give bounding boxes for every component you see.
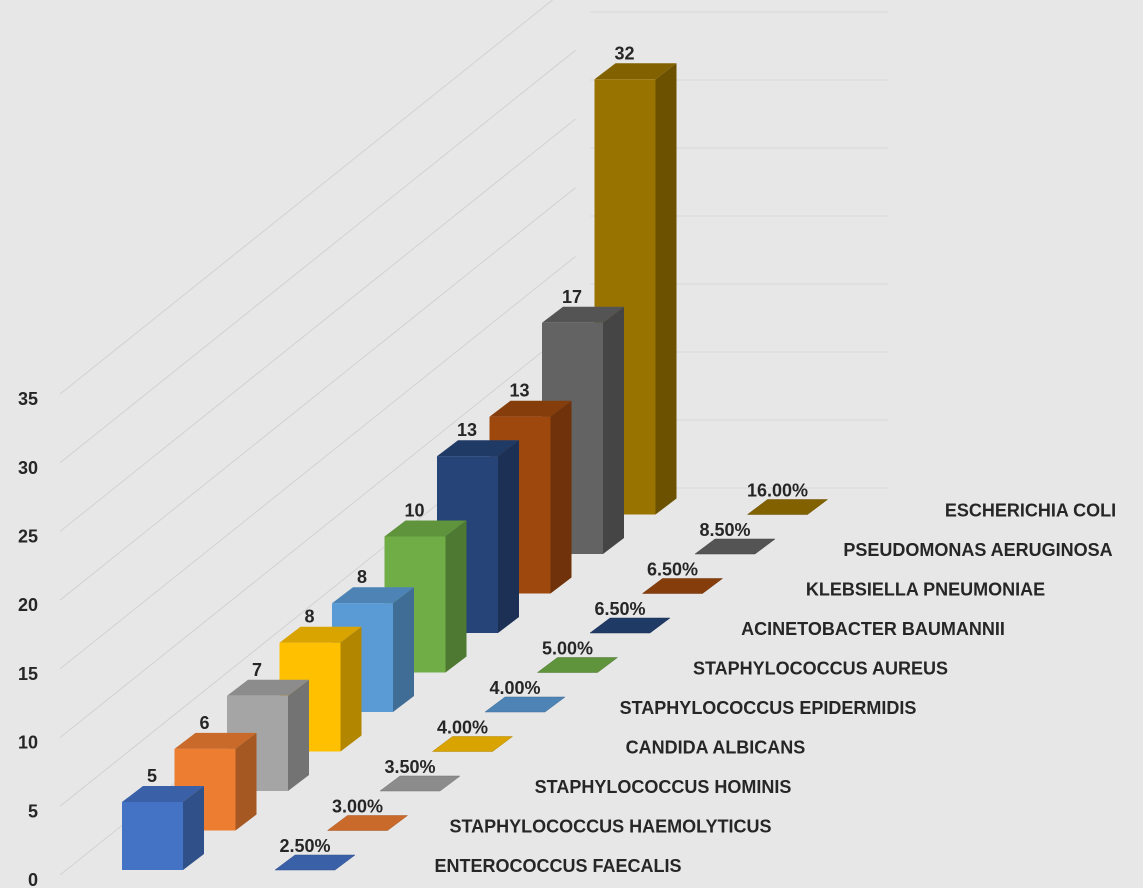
bar-data-label: 5 bbox=[147, 766, 157, 786]
series2-data-label: 6.50% bbox=[647, 560, 698, 580]
category-label: ACINETOBACTER BAUMANNII bbox=[741, 619, 1005, 639]
y-tick-label: 25 bbox=[18, 527, 38, 547]
series2-bar bbox=[326, 815, 409, 831]
bar-data-label: 8 bbox=[357, 567, 367, 587]
bar-side bbox=[550, 400, 572, 594]
category-group: 2.50% ENTEROCOCCUS FAECALIS 5 bbox=[122, 766, 682, 876]
y-axis-tick-labels: 0 5 10 15 20 25 30 35 bbox=[18, 389, 38, 888]
series2-bar bbox=[641, 578, 724, 594]
category-label: STAPHYLOCOCCUS HOMINIS bbox=[535, 777, 792, 797]
bar-data-label: 32 bbox=[614, 43, 634, 63]
y-tick-label: 10 bbox=[18, 733, 38, 753]
bar-side bbox=[655, 63, 677, 515]
category-group: 4.00% STAPHYLOCOCCUS EPIDERMIDIS 8 bbox=[332, 567, 916, 718]
series2-data-label: 8.50% bbox=[699, 520, 750, 540]
bars: 16.00% ESCHERICHIA COLI 32 8.50% PSEUDOMONAS… bbox=[122, 43, 1116, 876]
series2-bar bbox=[536, 657, 619, 673]
bar-top bbox=[279, 626, 362, 643]
category-label: ENTEROCOCCUS FAECALIS bbox=[434, 856, 681, 876]
bar-top bbox=[594, 63, 677, 80]
category-group: 16.00% ESCHERICHIA COLI 32 bbox=[594, 43, 1116, 521]
category-group: 4.00% CANDIDA ALBICANS 8 bbox=[279, 607, 806, 758]
series2-bar bbox=[274, 854, 356, 871]
series2-bar bbox=[379, 775, 461, 792]
y-tick-label: 30 bbox=[18, 458, 38, 478]
bar-data-label: 6 bbox=[199, 713, 209, 733]
series2-data-label: 2.50% bbox=[279, 836, 330, 856]
bar-side bbox=[183, 786, 204, 870]
y-tick-label: 0 bbox=[28, 870, 38, 888]
gridline bbox=[59, 118, 576, 532]
category-label: KLEBSIELLA PNEUMONIAE bbox=[806, 580, 1045, 600]
series2-data-label: 6.50% bbox=[594, 599, 645, 619]
bar-data-label: 17 bbox=[562, 287, 582, 307]
series2-data-label: 5.00% bbox=[542, 639, 593, 659]
category-label: STAPHYLOCOCCUS EPIDERMIDIS bbox=[620, 698, 917, 718]
series2-data-label: 3.00% bbox=[332, 797, 383, 817]
y-tick-label: 20 bbox=[18, 595, 38, 615]
bar-top bbox=[489, 400, 572, 417]
bar-top bbox=[384, 520, 467, 537]
bar-data-label: 10 bbox=[404, 501, 424, 521]
series2-data-label: 16.00% bbox=[747, 481, 808, 501]
bar-top bbox=[227, 679, 309, 696]
series2-bar bbox=[746, 499, 829, 515]
bar-data-label: 8 bbox=[304, 607, 314, 627]
bar-side bbox=[445, 520, 467, 673]
gridline bbox=[59, 256, 576, 670]
category-label: ESCHERICHIA COLI bbox=[945, 501, 1116, 521]
bar-side bbox=[340, 626, 362, 752]
bar-top bbox=[122, 786, 204, 802]
gridline bbox=[59, 187, 576, 601]
bar-top bbox=[542, 306, 624, 323]
y-tick-label: 35 bbox=[18, 389, 38, 409]
series2-data-label: 4.00% bbox=[437, 718, 488, 738]
bar-data-label: 13 bbox=[509, 381, 529, 401]
bar-side bbox=[498, 440, 519, 633]
series2-data-label: 4.00% bbox=[489, 678, 540, 698]
series2-bar bbox=[431, 736, 514, 752]
series2-bar bbox=[589, 617, 671, 634]
y-tick-label: 5 bbox=[28, 801, 38, 821]
bar-top bbox=[437, 440, 519, 457]
bar-top bbox=[332, 587, 414, 604]
bar-side bbox=[235, 732, 257, 831]
gridline bbox=[59, 324, 576, 738]
bar-top bbox=[174, 732, 257, 749]
bar-side bbox=[288, 679, 309, 791]
bar bbox=[122, 802, 183, 870]
category-label: STAPHYLOCOCCUS HAEMOLYTICUS bbox=[449, 817, 771, 837]
bar-data-label: 13 bbox=[457, 420, 477, 440]
bar-side bbox=[393, 587, 414, 712]
category-group: 6.50% ACINETOBACTER BAUMANNII 13 bbox=[437, 420, 1005, 639]
series2-bar bbox=[484, 696, 566, 713]
gridline bbox=[59, 0, 554, 395]
gridline bbox=[59, 49, 576, 464]
category-label: PSEUDOMONAS AERUGINOSA bbox=[843, 540, 1112, 560]
category-label: CANDIDA ALBICANS bbox=[626, 738, 806, 758]
series2-bar bbox=[694, 538, 776, 555]
category-group: 3.00% STAPHYLOCOCCUS HAEMOLYTICUS 6 bbox=[174, 713, 772, 837]
bar-data-label: 7 bbox=[252, 660, 262, 680]
y-tick-label: 15 bbox=[18, 664, 38, 684]
bar-side bbox=[603, 306, 624, 554]
series2-data-label: 3.50% bbox=[384, 757, 435, 777]
category-label: STAPHYLOCOCCUS AUREUS bbox=[693, 659, 948, 679]
